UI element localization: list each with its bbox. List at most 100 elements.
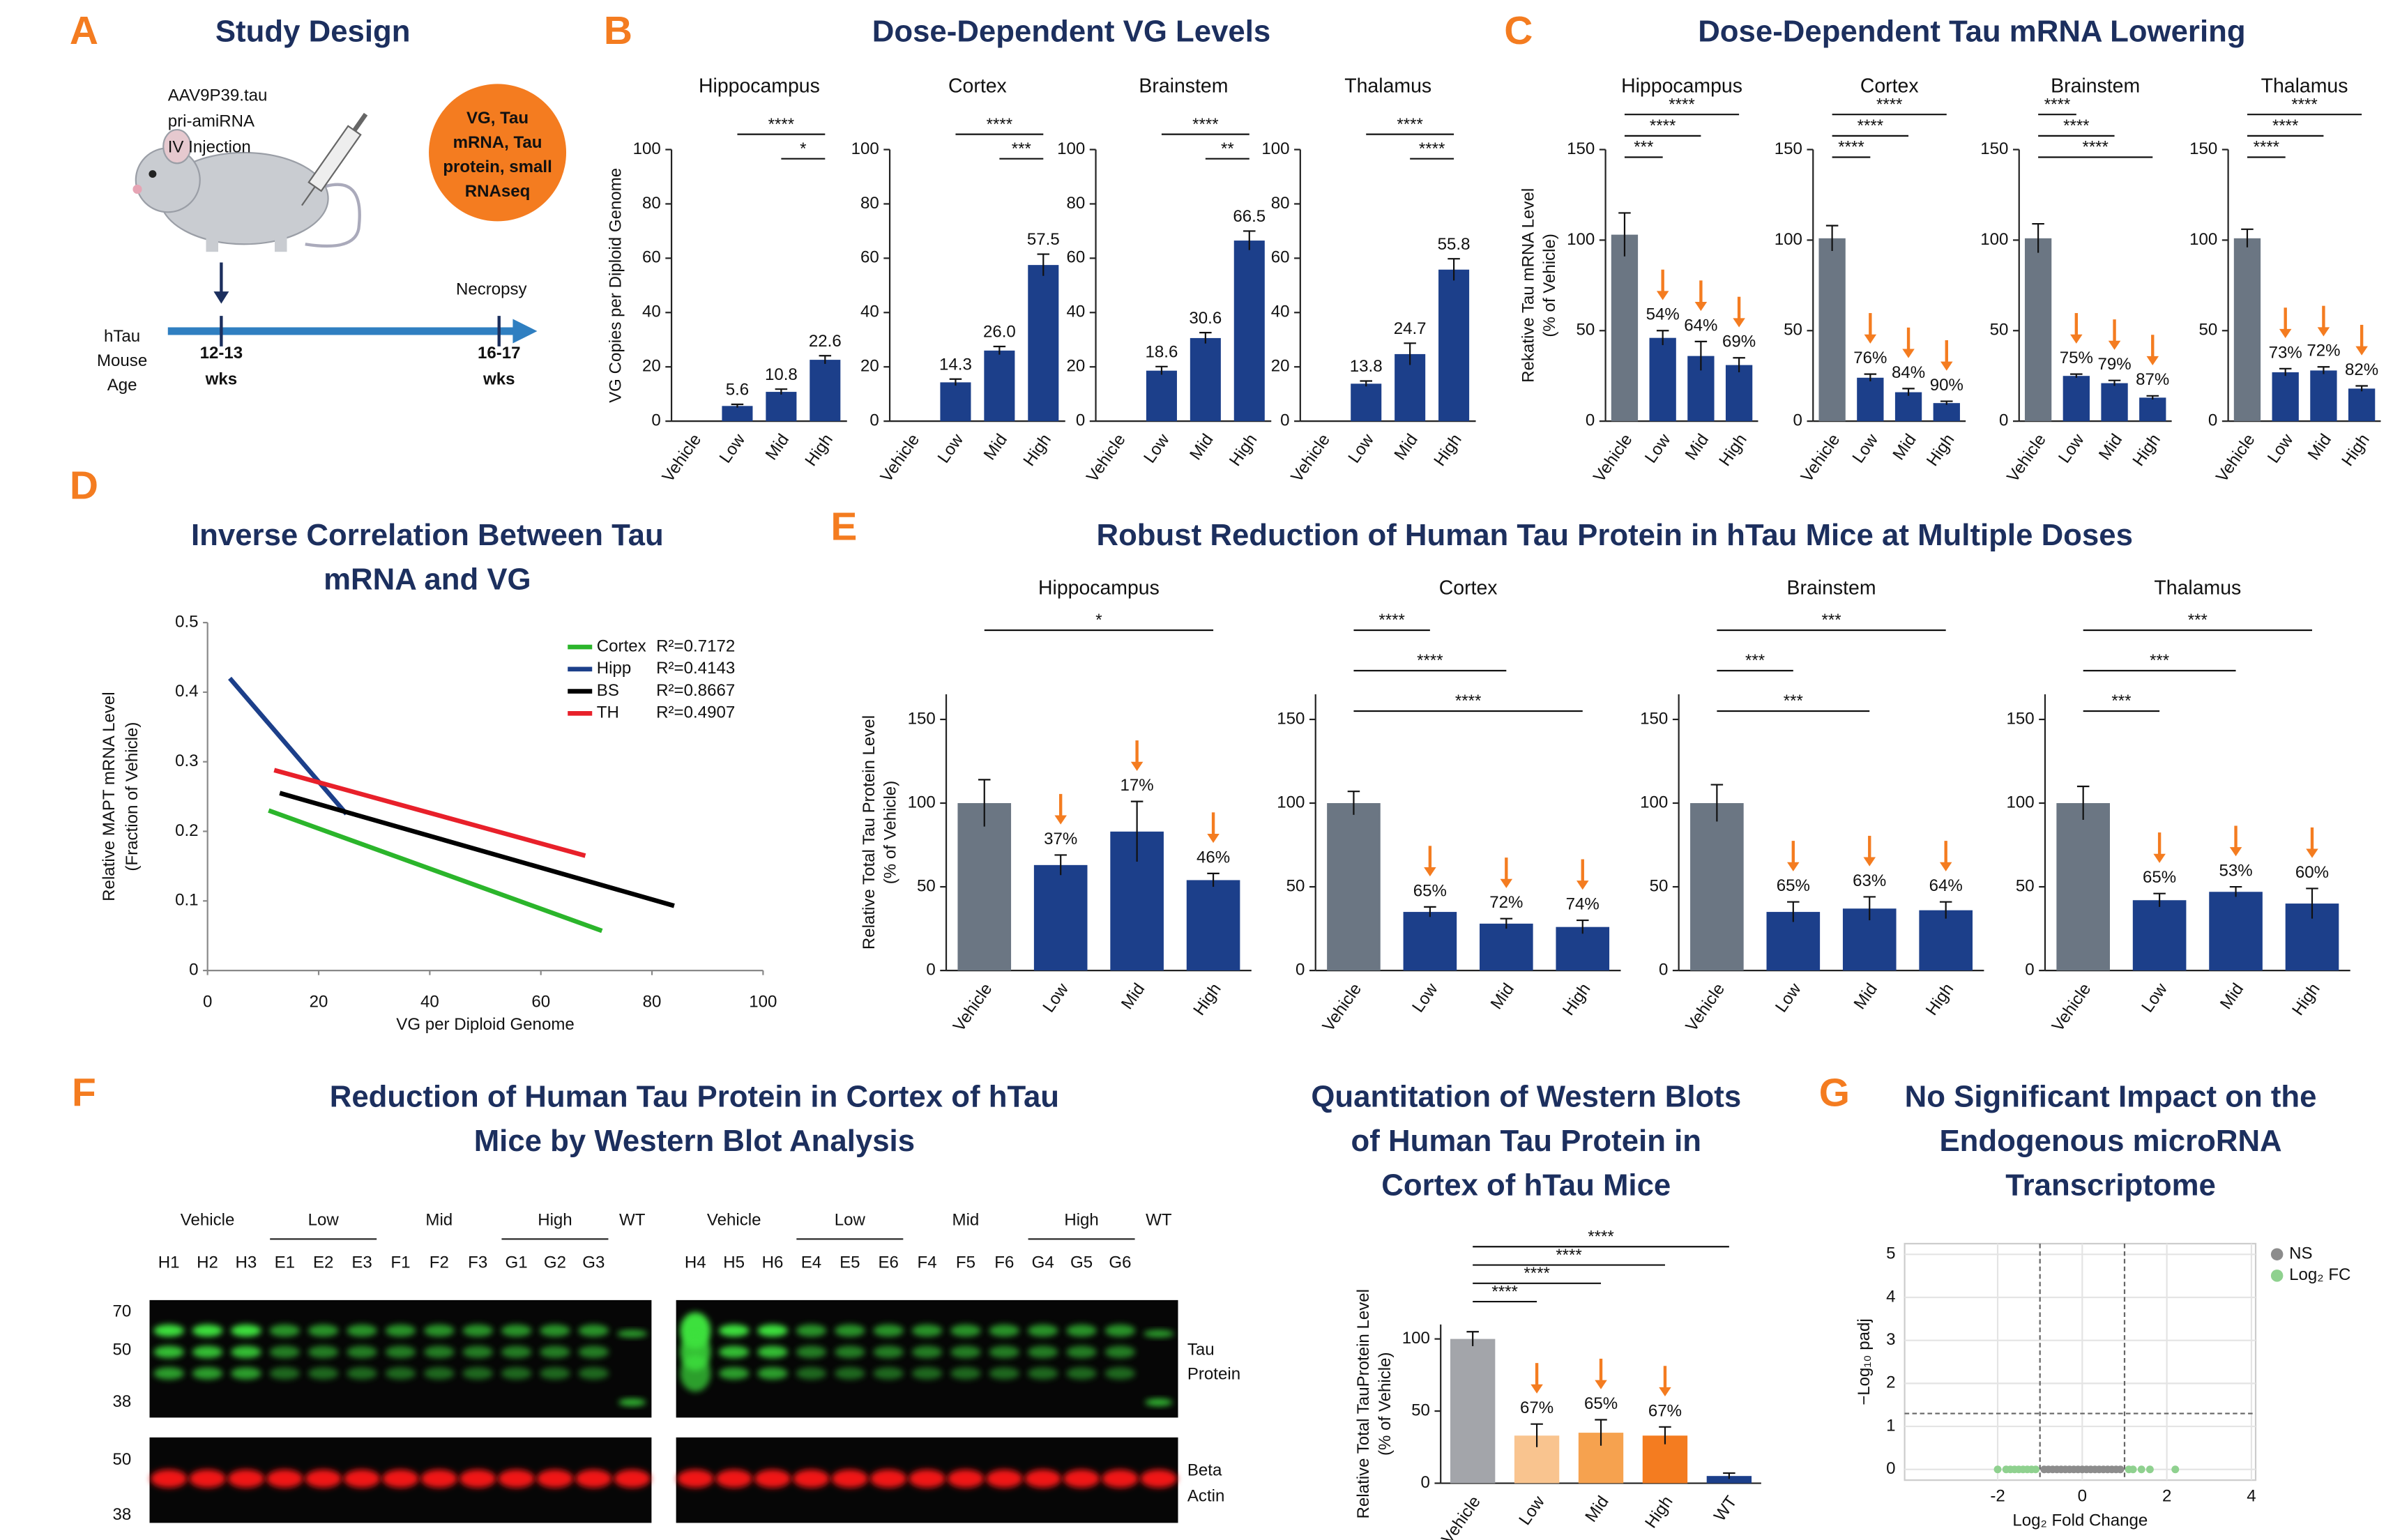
tau-band [835, 1346, 865, 1359]
value-label: 5.6 [726, 381, 749, 399]
tau-band [950, 1325, 981, 1337]
y-axis-label: Relative MAPT mRNA Level [100, 692, 119, 901]
actin-band [189, 1470, 226, 1488]
y-tick-label: 0.2 [175, 821, 198, 840]
reduction-label: 64% [1929, 876, 1963, 895]
bar [2348, 388, 2375, 421]
significance-label: **** [2291, 95, 2317, 114]
x-tick-label: 80 [643, 992, 662, 1011]
arrow-head [2230, 847, 2242, 856]
actin-band [382, 1470, 419, 1488]
x-tick-label: High [801, 431, 837, 470]
chart-title: Thalamus [2154, 577, 2241, 599]
tau-band [1144, 1330, 1174, 1338]
significance-label: **** [1588, 1228, 1613, 1247]
actin-band [948, 1470, 985, 1488]
x-tick-label: Vehicle [1319, 980, 1366, 1035]
x-tick-label: Vehicle [2003, 431, 2050, 486]
bar [1438, 270, 1469, 421]
chart-title: Brainstem [1139, 75, 1228, 97]
reduction-label: 84% [1892, 363, 1925, 382]
actin-band [266, 1470, 303, 1488]
y-tick-label: 60 [1271, 248, 1290, 267]
actin-band [575, 1470, 612, 1488]
arrow-head [1207, 834, 1220, 843]
injection-text: IV Injection [168, 138, 251, 157]
reduction-label: 67% [1648, 1401, 1682, 1420]
y-tick-label: 0 [1886, 1459, 1895, 1478]
injection-text: pri-amiRNA [168, 112, 255, 131]
y-tick-label: 150 [908, 709, 936, 728]
significance-label: **** [1858, 116, 1883, 135]
x-tick-label: Vehicle [877, 431, 924, 486]
panel-title: Transcriptome [2005, 1168, 2216, 1202]
readout-text: VG, Tau [466, 109, 529, 128]
lane-id: H4 [685, 1253, 706, 1272]
x-tick-label: Mid [2217, 980, 2247, 1013]
tau-band [950, 1346, 981, 1359]
lane-group: WT [1146, 1210, 1172, 1229]
value-label: 30.6 [1189, 309, 1222, 328]
arrow-head [1787, 862, 1800, 871]
bar [984, 351, 1015, 421]
lane-group: Vehicle [707, 1210, 761, 1229]
lane-id: F1 [390, 1253, 410, 1272]
arrow-head [2318, 327, 2330, 336]
tau-band [989, 1367, 1019, 1380]
x-tick-label: Low [2264, 430, 2297, 466]
y-tick-label: 150 [2189, 139, 2217, 158]
arrow-head [1940, 362, 1953, 371]
y-tick-label: 1 [1886, 1416, 1895, 1435]
value-label: 18.6 [1146, 342, 1178, 361]
chart-title: Hippocampus [1621, 75, 1742, 97]
y-tick-label: 100 [2189, 230, 2217, 249]
panel-title: Robust Reduction of Human Tau Protein in… [1096, 518, 2132, 552]
y-tick-label: 0 [1659, 960, 1668, 979]
point [2138, 1465, 2145, 1473]
significance-label: *** [2111, 692, 2131, 710]
bar [1327, 803, 1381, 970]
x-tick-label: High [1559, 980, 1595, 1019]
significance-label: ** [1221, 139, 1234, 158]
tau-band [912, 1325, 943, 1337]
reduction-label: 53% [2219, 862, 2252, 880]
tau-band [989, 1346, 1019, 1359]
tau-band [912, 1346, 943, 1359]
tau-band [192, 1346, 223, 1359]
tau-band [347, 1346, 377, 1359]
point [2146, 1465, 2154, 1473]
arrow-head [1695, 302, 1708, 311]
y-tick-label: 100 [1775, 230, 1802, 249]
tau-band [1028, 1367, 1058, 1380]
x-tick-label: Low [1849, 430, 1883, 466]
reduction-label: 76% [1853, 349, 1887, 367]
significance-label: **** [1876, 95, 1902, 114]
significance-label: **** [1192, 115, 1218, 134]
arrow-head [1530, 1385, 1543, 1394]
y-tick-label: 3 [1886, 1330, 1895, 1349]
x-tick-label: Low [1772, 979, 1805, 1016]
tau-band [835, 1367, 865, 1380]
tau-blot [676, 1300, 1178, 1418]
lane-id: G2 [544, 1253, 566, 1272]
y-tick-label: 150 [1277, 709, 1305, 728]
tau-band [231, 1346, 261, 1359]
lane-id: G5 [1070, 1253, 1093, 1272]
lane-group: Vehicle [181, 1210, 235, 1229]
significance-label: * [1095, 611, 1102, 630]
x-tick-label: Low [1641, 430, 1675, 466]
y-tick-label: 80 [1271, 194, 1290, 213]
reduction-label: 63% [1853, 871, 1886, 890]
actin-band [1063, 1470, 1100, 1488]
bar [2310, 370, 2337, 421]
y-tick-label: 150 [1567, 139, 1595, 158]
start-age: wks [205, 369, 237, 388]
mw-marker: 50 [112, 1340, 131, 1359]
tau-band [796, 1325, 827, 1337]
bar [810, 360, 840, 421]
x-tick-label: 0 [203, 992, 212, 1011]
arrow-head [2279, 329, 2292, 338]
actin-band [537, 1470, 574, 1488]
significance-label: **** [1524, 1264, 1549, 1283]
actin-band [228, 1470, 265, 1488]
